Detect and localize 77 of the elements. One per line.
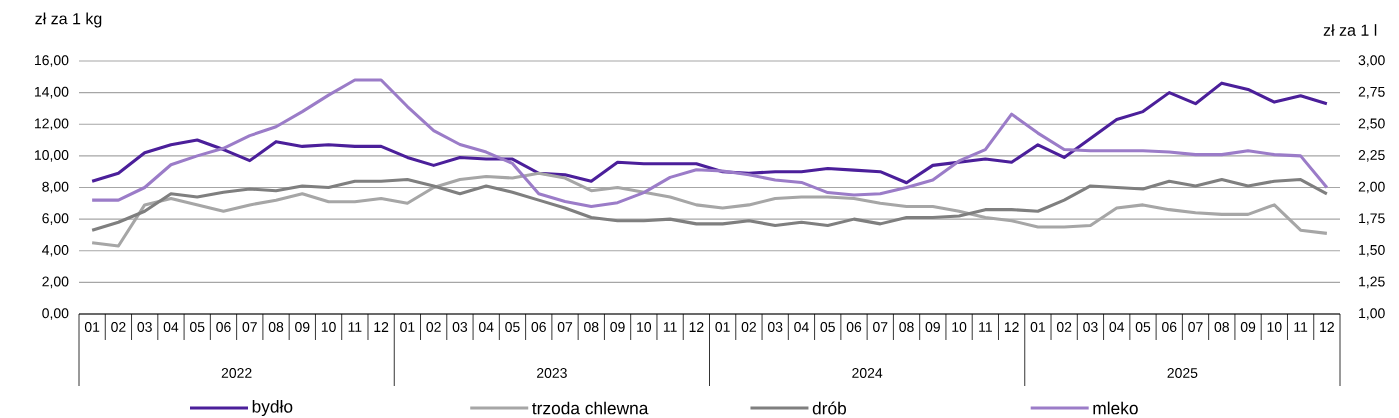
x-tick-label: 05 [1135,322,1151,332]
y-tick-label: 16,00 [34,55,69,67]
x-tick-label: 01 [1030,322,1045,332]
x-tick-label: 06 [531,322,546,332]
y2-tick-label: 2,50 [1358,118,1385,131]
x-tick-label: 04 [794,322,809,332]
y-tick-label: 4,00 [42,244,69,257]
x-tick-label: 02 [1056,322,1072,332]
x-tick-label: 07 [557,322,573,332]
x-tick-label: 12 [1320,322,1334,332]
x-tick-label: 11 [1294,322,1308,332]
x-tick-label: 09 [295,322,310,332]
y-tick-label: 12,00 [34,118,69,131]
x-tick-label: 03 [452,322,468,332]
y2-tick-label: 2,00 [1358,181,1385,194]
x-tick-label: 10 [952,322,967,332]
y2-axis-title: zł za 1 l [1323,24,1377,36]
legend-label: trzoda chlewna [532,401,649,415]
x-tick-label: 06 [216,322,231,332]
y2-tick-label: 1,50 [1359,244,1385,257]
x-tick-label: 04 [1109,322,1125,332]
x-tick-label: 09 [610,322,625,332]
legend-label: drób [812,401,847,415]
x-tick-label: 11 [348,322,362,332]
x-tick-label: 03 [767,322,783,332]
x-tick-label: 02 [111,322,126,332]
x-tick-label: 07 [242,322,257,332]
x-tick-label: 11 [663,322,677,332]
y-axis-title: zł za 1 kg [35,12,102,28]
x-tick-label: 08 [584,322,599,332]
y-tick-label: 8,00 [42,181,69,194]
text: 2022 [221,368,252,378]
x-tick-label: 05 [189,322,205,332]
x-tick-label: 10 [321,322,336,332]
y2-tick-label: 3,00 [1358,55,1385,67]
x-tick-label: 07 [1188,322,1203,332]
text: 2023 [537,368,567,378]
x-tick-label: 05 [820,322,835,332]
x-tick-label: 10 [1267,322,1282,332]
text: 2025 [1167,368,1198,378]
x-tick-label: 12 [689,322,704,332]
x-tick-label: 08 [1214,322,1229,332]
x-tick-label: 12 [1004,322,1019,332]
x-tick-label: 02 [741,322,756,332]
y2-tick-label: 2,75 [1358,86,1385,99]
y-tick-label: 2,00 [42,276,69,289]
x-tick-label: 08 [899,322,914,332]
x-tick-label: 02 [426,322,441,332]
y-tick-label: 10,00 [34,150,69,162]
x-tick-label: 06 [846,322,862,332]
x-tick-label: 09 [1240,322,1256,332]
line-series [90,178,1329,232]
x-tick-label: 03 [137,322,152,332]
x-tick-label: 07 [873,322,888,332]
y-tick-label: 0,00 [42,308,69,320]
y2-tick-label: 2,25 [1358,150,1385,162]
x-tick-label: 10 [637,322,652,332]
y2-tick-label: 1,75 [1359,213,1385,225]
x-tick-label: 04 [478,322,494,332]
x-tick-label: 05 [505,322,520,332]
x-tick-label: 03 [1083,322,1098,332]
x-tick-label: 01 [715,322,730,332]
x-tick-label: 04 [163,322,179,332]
y-tick-label: 14,00 [34,86,69,99]
y2-tick-label: 1,25 [1359,276,1385,289]
legend-label: mleko [1093,401,1138,415]
text: 2024 [852,368,883,378]
x-tick-label: 12 [374,322,389,332]
x-tick-label: 01 [400,322,415,332]
x-tick-label: 11 [979,322,992,332]
y-tick-label: 6,00 [42,213,69,225]
x-tick-label: 01 [84,322,100,332]
x-tick-label: 08 [268,322,284,332]
x-tick-label: 06 [1162,322,1177,332]
x-tick-label: 09 [925,322,940,332]
legend-label: bydło [252,399,293,417]
y2-tick-label: 1,00 [1359,308,1385,320]
